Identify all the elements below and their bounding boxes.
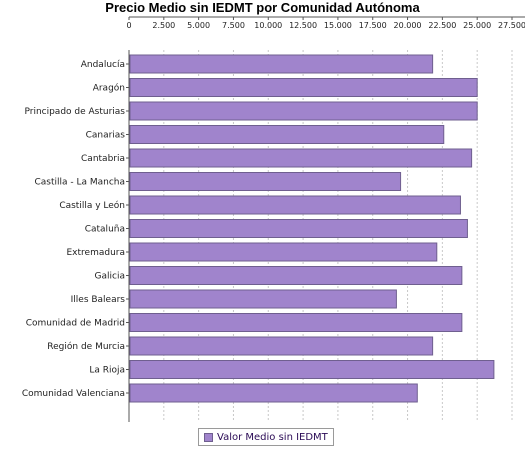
bar: [129, 242, 438, 262]
bars: [129, 54, 495, 403]
category-label: Extremadura: [67, 248, 126, 258]
category-label: Andalucía: [81, 60, 125, 70]
x-tick-label: 7.500: [222, 21, 245, 30]
x-tick-label: 22.500: [428, 21, 456, 30]
bar: [129, 172, 402, 191]
category-label: Cantabria: [81, 154, 125, 164]
category-label: Región de Murcia: [47, 341, 125, 352]
category-label: La Rioja: [89, 366, 125, 376]
x-tick-label: 15.000: [324, 21, 352, 30]
bar: [129, 289, 397, 309]
x-tick-label: 10.000: [254, 21, 282, 30]
bar: [129, 360, 495, 379]
axes: 0 2.500 5.000 7.500 10.000 12.500 15.000 17.500…: [126, 16, 525, 422]
bar: [129, 54, 434, 74]
category-label: Aragón: [93, 83, 125, 94]
bar: [129, 125, 445, 144]
bar: [129, 219, 468, 238]
chart-title: Precio Medio sin IEDMT por Comunidad Aut…: [105, 0, 420, 15]
x-tick-label: 25.000: [463, 21, 491, 30]
category-labels: Andalucía Aragón Principado de Asturias Can…: [22, 60, 129, 399]
category-label: Galicia: [95, 272, 125, 282]
x-tick-label: 2.500: [152, 21, 175, 30]
x-tick-label: 0: [126, 21, 131, 30]
bar: [129, 336, 434, 356]
category-label: Castilla y León: [59, 200, 125, 211]
x-tick-label: 27.500: [498, 21, 525, 30]
category-label: Principado de Asturias: [24, 107, 125, 117]
category-label: Comunidad Valenciana: [22, 389, 125, 399]
x-tick-label: 5.000: [187, 21, 210, 30]
bar: [129, 101, 478, 121]
x-tick-label: 12.500: [289, 21, 317, 30]
category-label: Comunidad de Madrid: [26, 319, 125, 329]
category-label: Cataluña: [85, 225, 125, 235]
category-label: Canarias: [86, 131, 126, 141]
x-tick-label: 20.000: [394, 21, 422, 30]
legend: Valor Medio sin IEDMT: [198, 428, 334, 446]
category-label: Illes Balears: [71, 295, 126, 305]
bar: [129, 266, 463, 285]
legend-swatch: [204, 432, 213, 442]
bar: [129, 148, 473, 168]
legend-label: Valor Medio sin IEDMT: [217, 431, 328, 443]
category-label: Castilla - La Mancha: [34, 178, 125, 188]
x-tick-label: 17.500: [359, 21, 387, 30]
bar: [129, 195, 461, 215]
bar: [129, 383, 418, 403]
bar: [129, 313, 463, 332]
bar: [129, 78, 478, 97]
